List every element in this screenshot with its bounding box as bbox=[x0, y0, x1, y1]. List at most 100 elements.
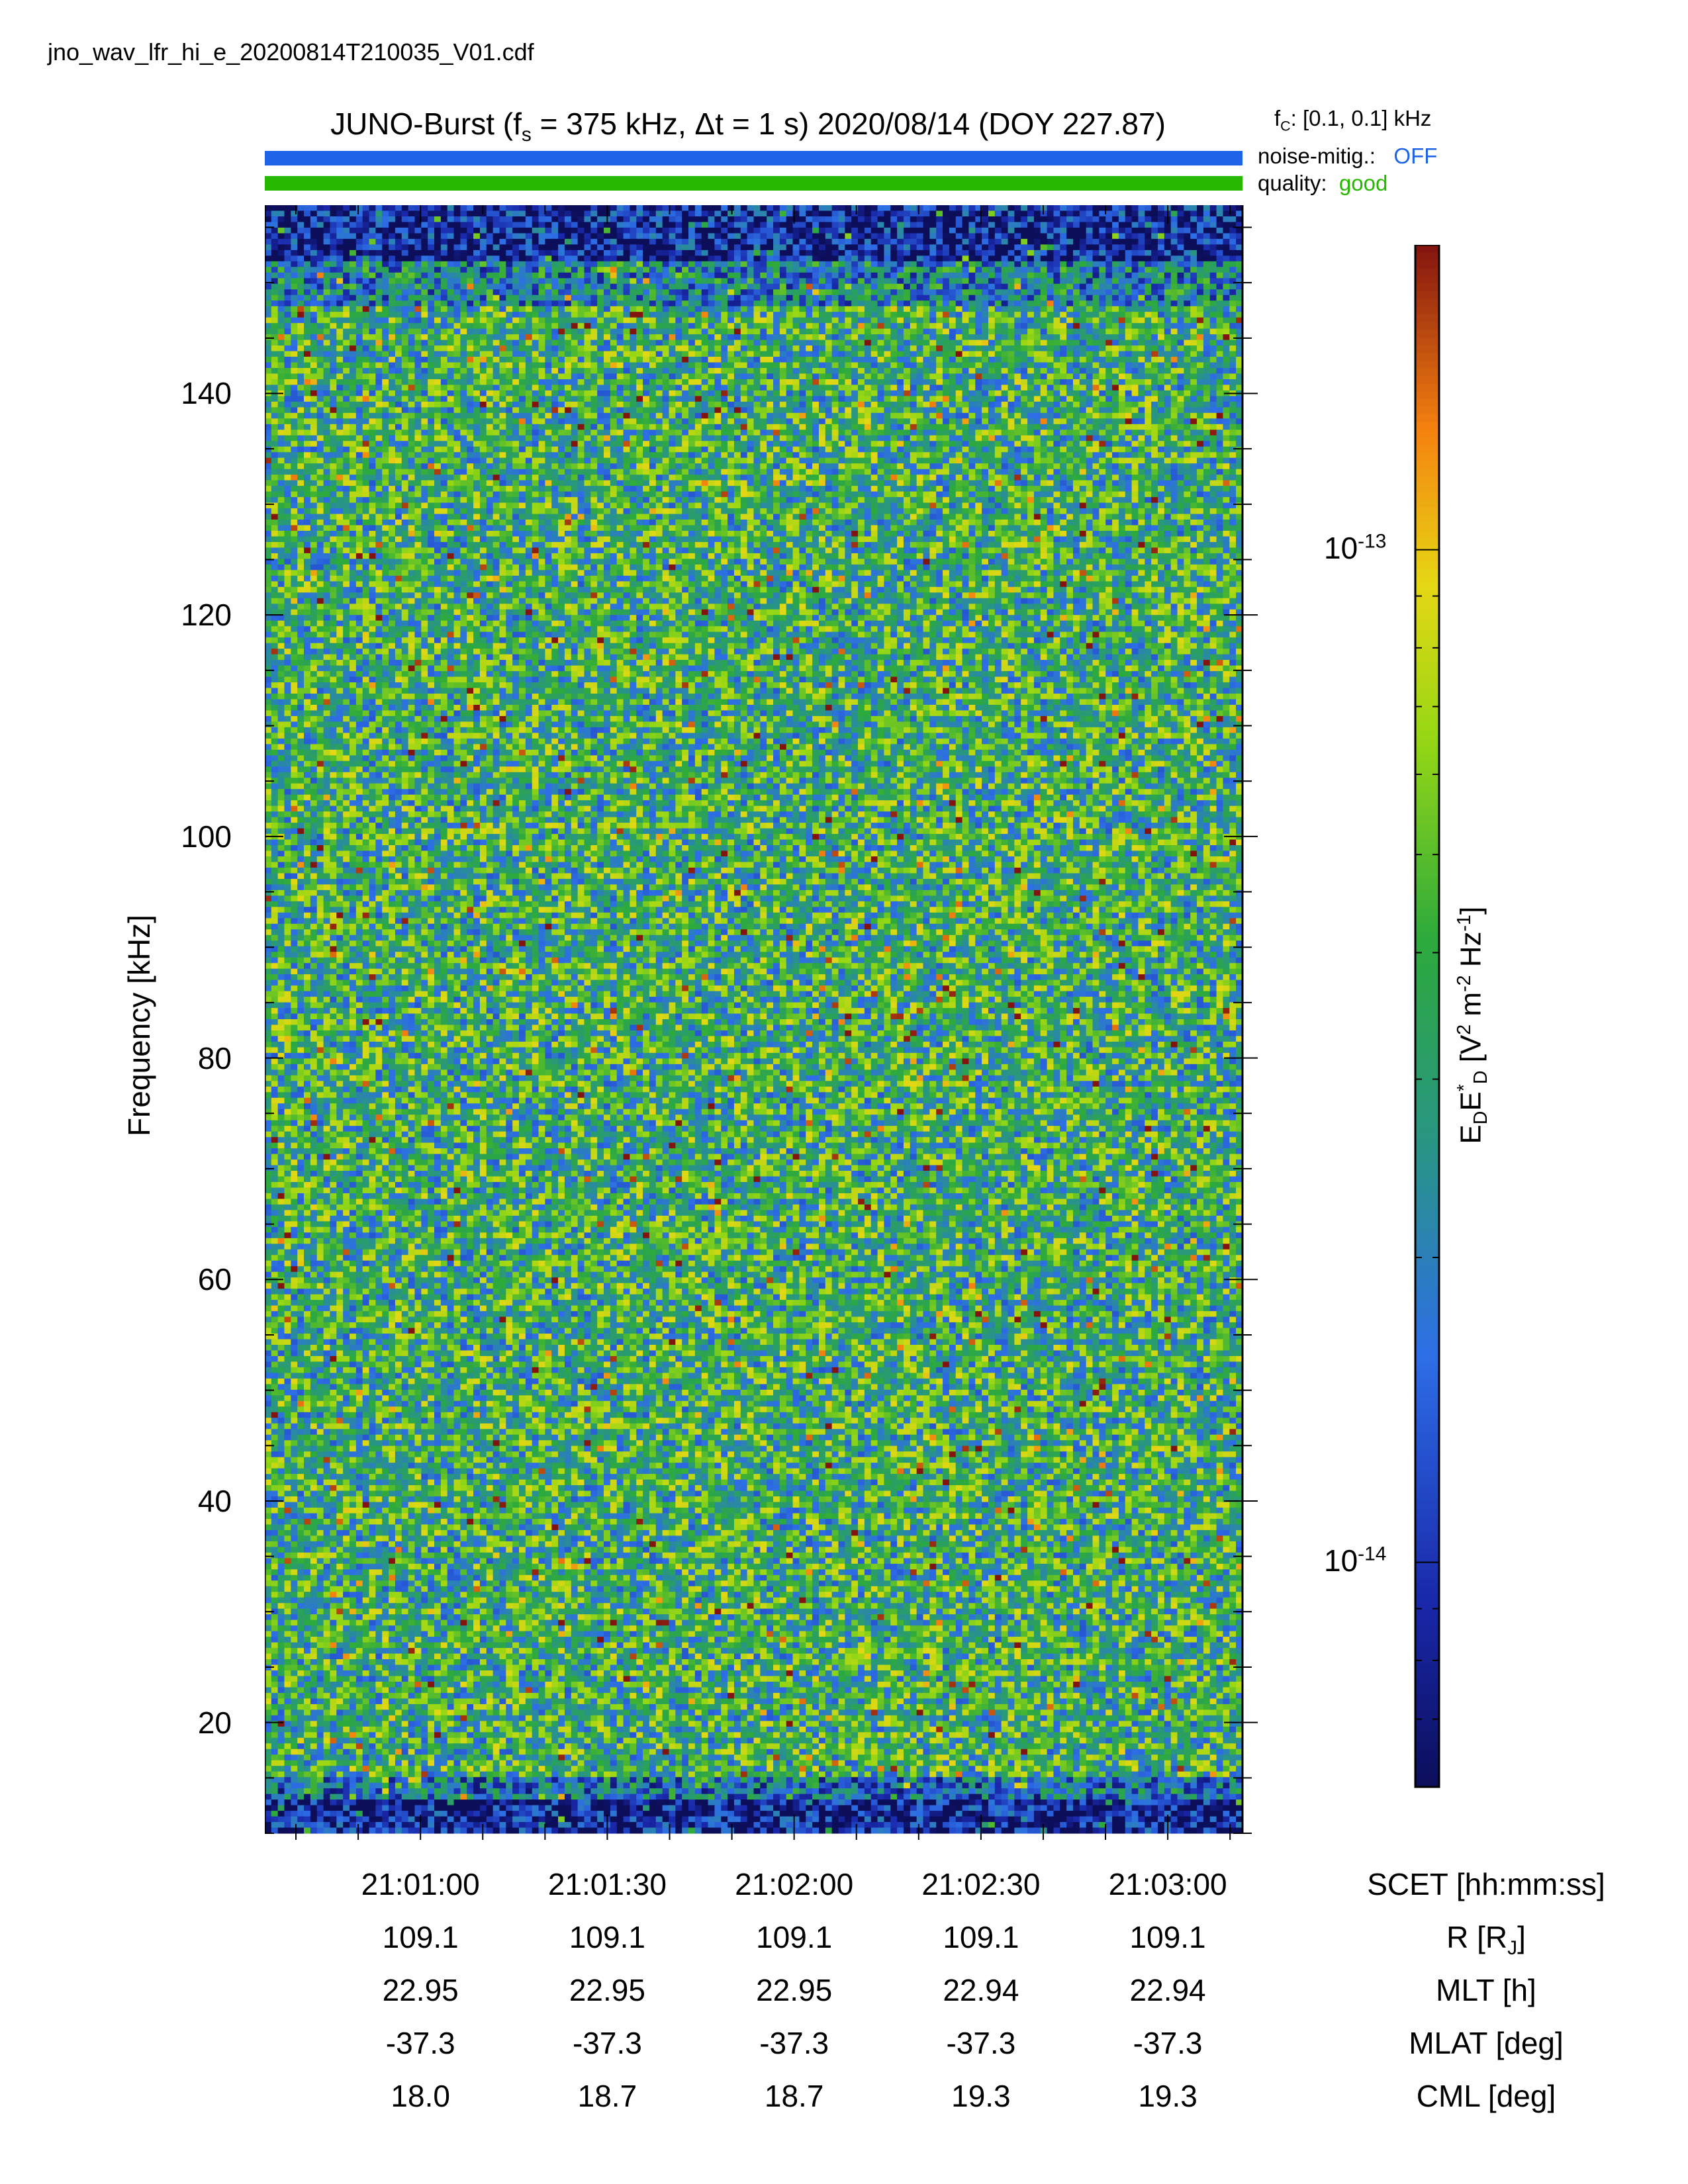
spectrogram-cell bbox=[512, 228, 519, 234]
spectrogram-cell bbox=[747, 278, 754, 284]
spectrogram-cell bbox=[297, 255, 304, 261]
spectrogram-cell bbox=[447, 267, 454, 273]
spectrogram-cell bbox=[943, 261, 949, 267]
spectrogram-cell bbox=[675, 261, 682, 267]
spectrogram-cell bbox=[1053, 239, 1060, 245]
spectrogram-cell bbox=[636, 273, 643, 279]
spectrogram-cell bbox=[982, 312, 988, 318]
spectrogram-cell bbox=[1066, 222, 1073, 228]
spectrogram-cell bbox=[382, 228, 389, 234]
spectrogram-cell bbox=[649, 255, 656, 261]
spectrogram-cell bbox=[858, 284, 865, 290]
spectrogram-cell bbox=[982, 284, 988, 290]
spectrogram-cell bbox=[956, 205, 962, 211]
spectrogram-cell bbox=[1223, 284, 1229, 290]
spectrogram-cell bbox=[962, 278, 969, 284]
spectrogram-cell bbox=[865, 312, 871, 318]
spectrogram-cell bbox=[558, 210, 565, 216]
spectrogram-cell bbox=[539, 318, 545, 324]
spectrogram-cell bbox=[819, 210, 825, 216]
spectrogram-cell bbox=[1190, 222, 1197, 228]
spectrogram-cell bbox=[499, 318, 506, 324]
spectrogram-cell bbox=[1086, 273, 1093, 279]
spectrogram-cell bbox=[760, 205, 767, 211]
spectrogram-cell bbox=[1190, 312, 1197, 318]
spectrogram-cell bbox=[363, 233, 369, 239]
spectrogram-cell bbox=[297, 273, 304, 279]
spectrogram-cell bbox=[1197, 312, 1203, 318]
spectrogram-cell bbox=[1138, 300, 1145, 306]
spectrogram-cell bbox=[734, 323, 741, 329]
spectrogram-cell bbox=[1105, 244, 1112, 250]
spectrogram-cell bbox=[754, 216, 761, 222]
spectrogram-cell bbox=[839, 312, 845, 318]
spectrogram-cell bbox=[1027, 228, 1034, 234]
spectrogram-cell bbox=[539, 255, 545, 261]
spectrogram-cell bbox=[291, 306, 297, 312]
spectrogram-cell bbox=[271, 295, 278, 301]
spectrogram-cell bbox=[1066, 278, 1073, 284]
spectrogram-cell bbox=[1190, 205, 1197, 211]
spectrogram-cell bbox=[949, 205, 956, 211]
spectrogram-cell bbox=[624, 261, 630, 267]
spectrogram-cell bbox=[565, 261, 571, 267]
spectrogram-cell bbox=[590, 312, 597, 318]
spectrogram-cell bbox=[1053, 278, 1060, 284]
spectrogram-cell bbox=[460, 250, 467, 256]
spectrogram-cell bbox=[369, 295, 376, 301]
spectrogram-cell bbox=[721, 255, 727, 261]
spectrogram-cell bbox=[688, 244, 695, 250]
spectrogram-cell bbox=[428, 318, 434, 324]
spectrogram-cell bbox=[819, 239, 825, 245]
spectrogram-cell bbox=[467, 300, 473, 306]
spectrogram-cell bbox=[369, 273, 376, 279]
spectrogram-cell bbox=[1086, 300, 1093, 306]
spectrogram-cell bbox=[968, 261, 975, 267]
spectrogram-cell bbox=[1158, 300, 1164, 306]
spectrogram-cell bbox=[434, 306, 441, 312]
spectrogram-cell bbox=[434, 267, 441, 273]
spectrogram-cell bbox=[675, 250, 682, 256]
spectrogram-cell bbox=[408, 261, 415, 267]
spectrogram-cell bbox=[382, 306, 389, 312]
spectrogram-cell bbox=[1099, 273, 1105, 279]
spectrogram-cell bbox=[1184, 278, 1190, 284]
spectrogram-cell bbox=[1041, 205, 1047, 211]
spectrogram-cell bbox=[845, 284, 851, 290]
spectrogram-cell bbox=[1112, 250, 1119, 256]
spectrogram-cell bbox=[1164, 261, 1171, 267]
spectrogram-cell bbox=[982, 210, 988, 216]
spectrogram-cell bbox=[649, 244, 656, 250]
spectrogram-cell bbox=[1164, 250, 1171, 256]
spectrogram-cell bbox=[793, 300, 800, 306]
spectrogram-cell bbox=[688, 205, 695, 211]
spectrogram-cell bbox=[375, 318, 382, 324]
spectrogram-cell bbox=[1002, 244, 1008, 250]
spectrogram-cell bbox=[558, 318, 565, 324]
spectrogram-cell bbox=[1178, 318, 1184, 324]
spectrogram-cell bbox=[487, 306, 493, 312]
spectrogram-cell bbox=[519, 300, 526, 306]
spectrogram-cell bbox=[545, 250, 551, 256]
spectrogram-cell bbox=[265, 267, 271, 273]
spectrogram-cell bbox=[460, 233, 467, 239]
spectrogram-cell bbox=[793, 318, 800, 324]
spectrogram-cell bbox=[904, 205, 910, 211]
spectrogram-cell bbox=[375, 273, 382, 279]
spectrogram-cell bbox=[421, 210, 428, 216]
spectrogram-cell bbox=[499, 210, 506, 216]
spectrogram-cell bbox=[760, 312, 767, 318]
spectrogram-cell bbox=[304, 306, 310, 312]
spectrogram-cell bbox=[1190, 228, 1197, 234]
spectrogram-cell bbox=[343, 228, 350, 234]
spectrogram-cell bbox=[910, 295, 917, 301]
spectrogram-cell bbox=[917, 284, 923, 290]
spectrogram-cell bbox=[702, 289, 708, 295]
spectrogram-cell bbox=[936, 289, 943, 295]
spectrogram-cell bbox=[786, 261, 793, 267]
spectrogram-cell bbox=[297, 312, 304, 318]
spectrogram-cell bbox=[1229, 273, 1236, 279]
spectrogram-cell bbox=[597, 233, 604, 239]
spectrogram-cell bbox=[1066, 284, 1073, 290]
spectrogram-cell bbox=[636, 244, 643, 250]
